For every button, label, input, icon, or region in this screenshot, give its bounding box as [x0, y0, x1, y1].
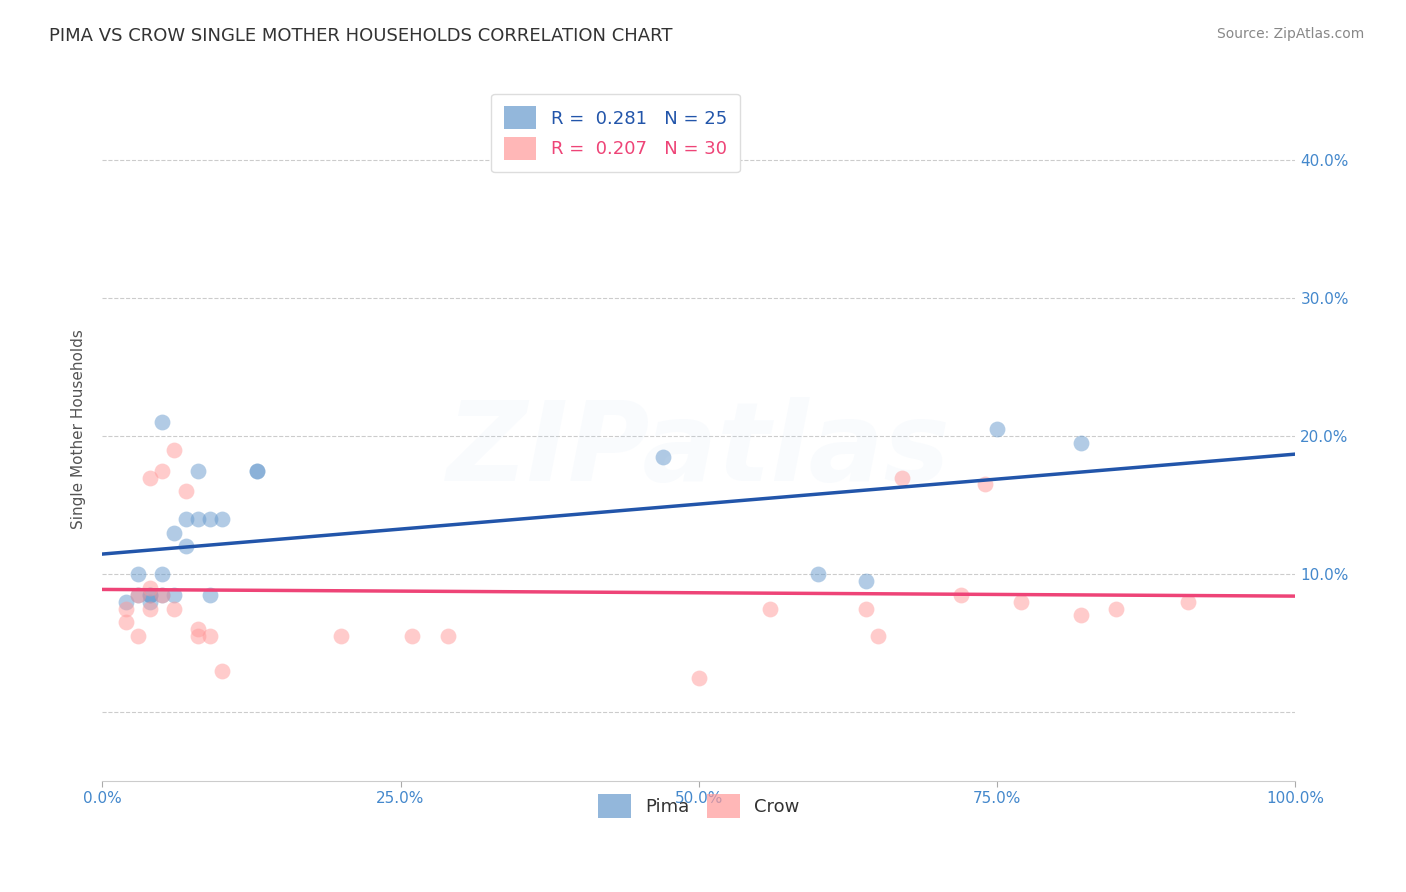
- Point: [139, 601, 162, 615]
- Point: [115, 595, 138, 609]
- Point: [1070, 436, 1092, 450]
- Point: [187, 464, 209, 478]
- Point: [150, 588, 173, 602]
- Point: [115, 615, 138, 630]
- Point: [652, 450, 675, 464]
- Point: [187, 622, 209, 636]
- Point: [150, 464, 173, 478]
- Point: [127, 588, 149, 602]
- Text: PIMA VS CROW SINGLE MOTHER HOUSEHOLDS CORRELATION CHART: PIMA VS CROW SINGLE MOTHER HOUSEHOLDS CO…: [49, 27, 672, 45]
- Point: [329, 629, 352, 643]
- Point: [127, 588, 149, 602]
- Point: [139, 588, 162, 602]
- Point: [115, 601, 138, 615]
- Point: [866, 629, 889, 643]
- Point: [163, 442, 186, 457]
- Text: Source: ZipAtlas.com: Source: ZipAtlas.com: [1216, 27, 1364, 41]
- Text: ZIPatlas: ZIPatlas: [447, 397, 950, 504]
- Point: [246, 464, 269, 478]
- Point: [187, 629, 209, 643]
- Point: [855, 574, 877, 588]
- Point: [688, 671, 710, 685]
- Point: [163, 588, 186, 602]
- Point: [950, 588, 973, 602]
- Point: [890, 470, 912, 484]
- Point: [211, 664, 233, 678]
- Point: [174, 512, 197, 526]
- Point: [986, 422, 1008, 436]
- Point: [139, 588, 162, 602]
- Point: [163, 601, 186, 615]
- Point: [150, 415, 173, 429]
- Point: [198, 629, 221, 643]
- Point: [127, 567, 149, 582]
- Point: [437, 629, 460, 643]
- Point: [211, 512, 233, 526]
- Point: [974, 477, 997, 491]
- Point: [174, 540, 197, 554]
- Point: [139, 470, 162, 484]
- Y-axis label: Single Mother Households: Single Mother Households: [72, 329, 86, 529]
- Point: [139, 595, 162, 609]
- Point: [150, 567, 173, 582]
- Point: [150, 588, 173, 602]
- Point: [187, 512, 209, 526]
- Point: [807, 567, 830, 582]
- Point: [759, 601, 782, 615]
- Point: [1105, 601, 1128, 615]
- Point: [198, 512, 221, 526]
- Point: [401, 629, 423, 643]
- Point: [139, 581, 162, 595]
- Point: [246, 464, 269, 478]
- Point: [1177, 595, 1199, 609]
- Point: [198, 588, 221, 602]
- Point: [163, 525, 186, 540]
- Point: [855, 601, 877, 615]
- Point: [174, 484, 197, 499]
- Point: [1010, 595, 1032, 609]
- Point: [1070, 608, 1092, 623]
- Legend: Pima, Crow: Pima, Crow: [591, 787, 807, 825]
- Point: [127, 629, 149, 643]
